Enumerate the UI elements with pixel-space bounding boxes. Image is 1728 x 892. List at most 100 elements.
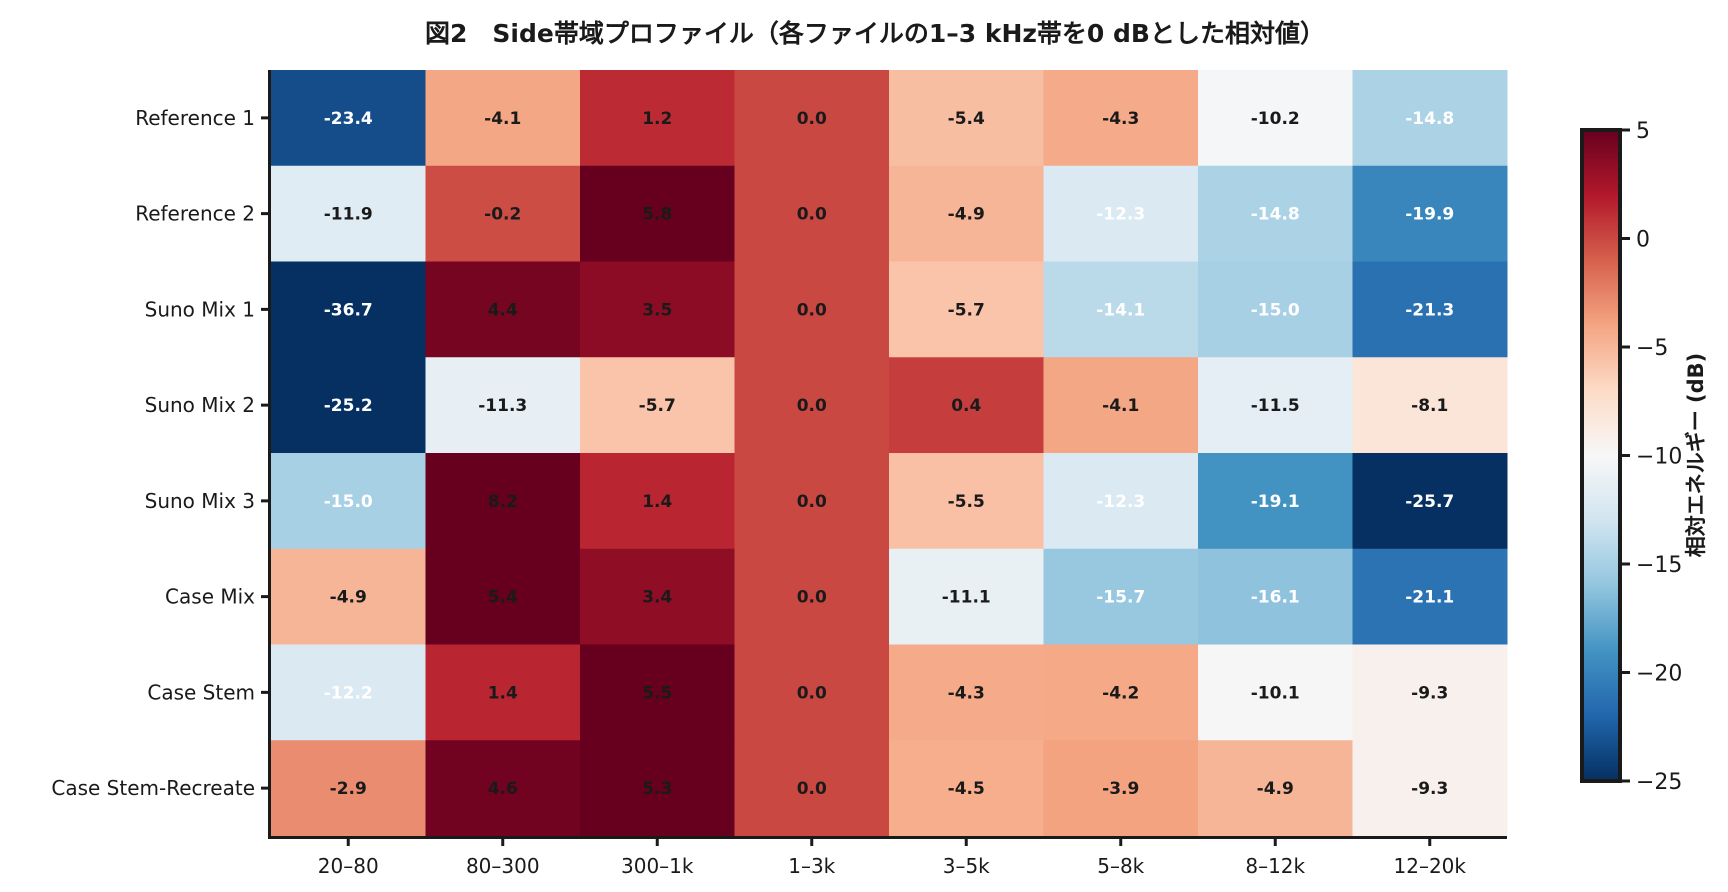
y-axis: Reference 1 Reference 2 Suno Mix 1 Suno Mix… [51, 70, 271, 838]
cell-value-label: -15.0 [1251, 300, 1300, 320]
y-tick-label: Case Stem [147, 680, 255, 704]
heatmap-cell [889, 548, 1044, 645]
heatmap-cell [425, 70, 581, 167]
y-tick-label: Reference 1 [135, 106, 255, 130]
heatmap-cell [1352, 453, 1508, 550]
cell-value-label: 5.3 [642, 779, 672, 799]
heatmap-cell [1198, 644, 1353, 741]
cell-value-label: -21.1 [1405, 588, 1454, 608]
cell-value-label: 0.0 [797, 588, 827, 608]
cell-value-label: -4.1 [484, 109, 521, 129]
heatmap-cell [1198, 70, 1353, 167]
cell-value-label: 4.6 [488, 779, 518, 799]
heatmap-cell [580, 165, 735, 262]
cell-value-label: -19.9 [1405, 205, 1454, 225]
heatmap-cell [1198, 165, 1353, 262]
heatmap-cell [1043, 740, 1199, 837]
cell-value-label: -9.3 [1411, 779, 1448, 799]
heatmap-cell [580, 644, 735, 741]
heatmap-cell [1043, 548, 1199, 645]
cell-value-label: -14.8 [1405, 109, 1454, 129]
cell-value-label: -25.7 [1405, 492, 1454, 512]
heatmap-cell [1043, 261, 1199, 358]
heatmap-cell [889, 261, 1044, 358]
colorbar-bar [1580, 128, 1622, 783]
cell-value-label: -11.9 [324, 205, 373, 225]
heatmap-cell [734, 548, 890, 645]
heatmap-cell [1352, 261, 1508, 358]
heatmap-cell [1043, 70, 1199, 167]
heatmap-cell [271, 453, 426, 550]
cell-value-label: 1.4 [642, 492, 672, 512]
heatmap-cell [889, 357, 1044, 454]
cell-value-label: 5.5 [642, 683, 672, 703]
cell-value-label: 1.4 [488, 683, 518, 703]
x-tick-label: 1–3k [788, 854, 835, 878]
cell-value-label: 0.0 [797, 492, 827, 512]
heatmap-cell [1198, 740, 1353, 837]
colorbar-tick-label: −10 [1636, 445, 1682, 470]
cell-value-label: -25.2 [324, 396, 373, 416]
cell-value-label: -4.2 [1102, 683, 1139, 703]
cell-value-label: 0.0 [797, 109, 827, 129]
cell-value-label: -10.2 [1251, 109, 1300, 129]
cell-value-label: -11.5 [1251, 396, 1300, 416]
x-tick-label: 300–1k [621, 854, 694, 878]
heatmap-cell [889, 740, 1044, 837]
cell-value-label: 0.0 [797, 205, 827, 225]
x-axis: 20–80 80–300 300–1k 1–3k 3–5k 5–8k 8–12k 12–20k [268, 836, 1507, 878]
cell-value-label: 0.0 [797, 779, 827, 799]
heatmap-cell [1198, 453, 1353, 550]
heatmap-cell [580, 453, 735, 550]
heatmap-cell [1352, 357, 1508, 454]
heatmap-cell [580, 357, 735, 454]
x-tick-label: 80–300 [466, 854, 540, 878]
heatmap-cell [889, 644, 1044, 741]
cell-value-label: 8.2 [488, 492, 518, 512]
heatmap-cell [425, 548, 581, 645]
heatmap-cell [271, 548, 426, 645]
cell-value-label: 5.4 [488, 588, 518, 608]
cell-value-label: -12.2 [324, 683, 373, 703]
heatmap-cell [1352, 70, 1508, 167]
heatmap-cell [580, 261, 735, 358]
y-tick-label: Suno Mix 3 [145, 489, 255, 513]
cell-value-label: -15.0 [324, 492, 373, 512]
x-tick-label: 8–12k [1245, 854, 1305, 878]
heatmap-cell [1043, 644, 1199, 741]
cell-value-label: -15.7 [1096, 588, 1145, 608]
heatmap-cell [580, 740, 735, 837]
heatmap-cell [1043, 357, 1199, 454]
colorbar: 5 0 −5 −10 −15 −20 −25 [1580, 119, 1682, 795]
heatmap-cell [734, 70, 890, 167]
cell-value-label: -10.1 [1251, 683, 1300, 703]
cell-value-label: -14.8 [1251, 205, 1300, 225]
x-tick-label: 12–20k [1394, 854, 1467, 878]
heatmap-cell [425, 165, 581, 262]
heatmap-cell [271, 165, 426, 262]
cell-value-label: -3.9 [1102, 779, 1139, 799]
colorbar-tick-label: 0 [1636, 228, 1650, 253]
heatmap-cell [889, 165, 1044, 262]
heatmap-cell [425, 740, 581, 837]
cell-value-label: 0.0 [797, 300, 827, 320]
heatmap-cell [425, 644, 581, 741]
heatmap-cell [1352, 740, 1508, 837]
cell-value-label: -11.1 [942, 588, 991, 608]
heatmap-cell [580, 548, 735, 645]
x-tick-label: 3–5k [943, 854, 990, 878]
cell-value-label: 0.0 [797, 396, 827, 416]
cell-value-label: -12.3 [1096, 492, 1145, 512]
cell-value-label: -36.7 [324, 300, 373, 320]
cell-value-label: -14.1 [1096, 300, 1145, 320]
cell-value-label: -4.9 [330, 588, 367, 608]
cell-value-label: 0.4 [951, 396, 981, 416]
heatmap-cell [1043, 165, 1199, 262]
colorbar-label: 相対エネルギー (dB) [1684, 353, 1708, 558]
heatmap-cell [1352, 644, 1508, 741]
y-tick-label: Reference 2 [135, 202, 255, 226]
cell-value-label: -5.7 [639, 396, 676, 416]
y-tick-label: Suno Mix 1 [145, 297, 255, 321]
heatmap-cell [580, 70, 735, 167]
heatmap-cell [1198, 548, 1353, 645]
